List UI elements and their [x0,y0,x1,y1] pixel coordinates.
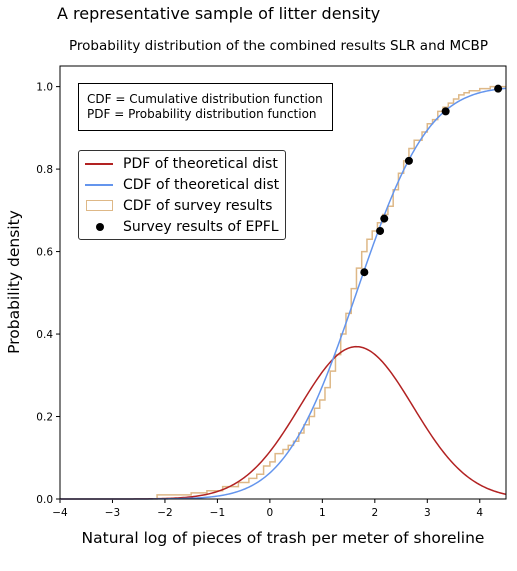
annotation-line-cdf: CDF = Cumulative distribution function [87,92,323,106]
x-axis-ticks: −4 −3 −2 −1 0 1 2 3 4 [52,499,483,519]
legend-label-pdf: PDF of theoretical dist [123,155,278,172]
x-tick-label: 4 [476,507,483,519]
y-tick-label: 0.4 [36,329,53,341]
x-tick-label: −1 [210,507,225,519]
x-tick-label: −2 [157,507,172,519]
legend-swatch-cdf [83,179,113,191]
y-axis-label: Probability density [5,210,23,354]
x-tick-label: −3 [105,507,120,519]
legend-label-survey-cdf: CDF of survey results [123,197,273,214]
survey-cdf-step-line [60,85,506,500]
y-tick-label: 0.8 [36,164,53,176]
epfl-survey-point [360,268,369,277]
annotation-line-pdf: PDF = Probability distribution function [87,107,317,121]
x-tick-label: 3 [424,507,431,519]
legend-item-pdf: PDF of theoretical dist [83,153,279,174]
x-tick-label: 1 [319,507,326,519]
x-tick-label: 0 [267,507,274,519]
legend-swatch-pdf [83,158,113,170]
legend: PDF of theoretical dist CDF of theoretic… [78,150,287,240]
annotation-box: CDF = Cumulative distribution function P… [78,83,333,131]
legend-swatch-epfl [83,221,113,233]
epfl-survey-point [380,214,389,223]
epfl-survey-point [494,84,503,93]
y-axis-ticks: 0.0 0.2 0.4 0.6 0.8 1.0 [36,82,60,506]
y-tick-label: 1.0 [36,82,53,94]
legend-item-epfl: Survey results of EPFL [83,216,279,237]
legend-label-epfl: Survey results of EPFL [123,218,279,235]
figure-suptitle: A representative sample of litter densit… [57,4,381,23]
legend-item-survey-cdf: CDF of survey results [83,195,279,216]
legend-swatch-survey-cdf [83,199,113,212]
epfl-survey-point [376,226,385,235]
epfl-survey-point [404,156,413,165]
legend-label-cdf: CDF of theoretical dist [123,176,280,193]
epfl-survey-point [441,107,450,116]
x-axis-label: Natural log of pieces of trash per meter… [81,529,485,547]
x-tick-label: 2 [371,507,378,519]
theoretical-pdf-line [60,345,507,500]
series-layer [60,84,507,500]
y-tick-label: 0.2 [36,412,53,424]
legend-item-cdf: CDF of theoretical dist [83,174,279,195]
y-tick-label: 0.6 [36,247,53,259]
x-tick-label: −4 [52,507,68,519]
chart-title: Probability distribution of the combined… [69,38,488,54]
plot-frame [59,65,507,500]
y-tick-label: 0.0 [36,494,53,506]
